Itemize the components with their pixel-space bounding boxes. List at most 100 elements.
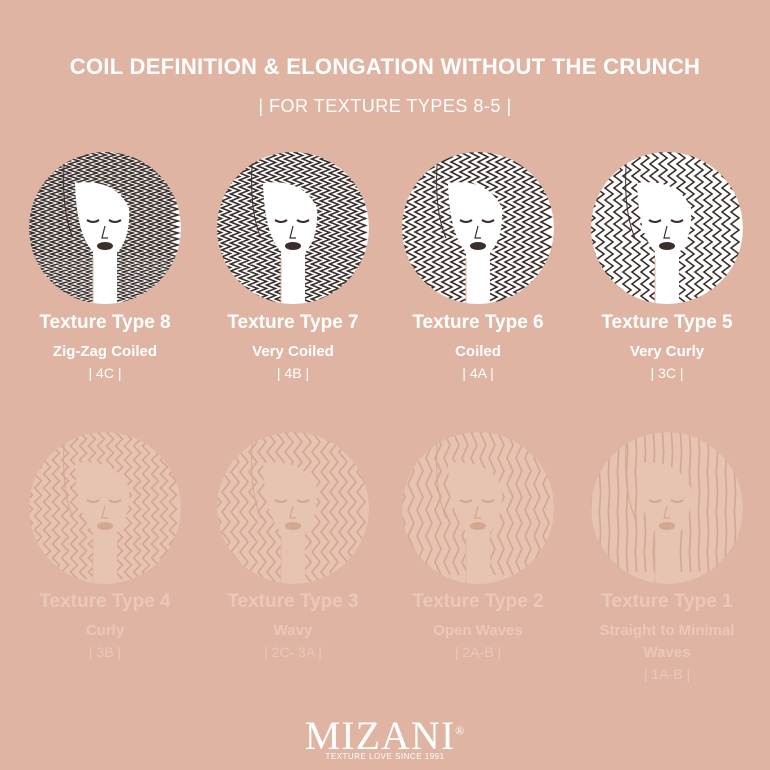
type-name: Texture Type 7 <box>227 312 359 333</box>
hair-strand <box>237 152 251 304</box>
portrait <box>217 152 369 304</box>
portrait <box>29 152 181 304</box>
eye <box>108 499 122 503</box>
hair-strand <box>129 152 145 303</box>
neck <box>655 248 679 304</box>
texture-label: Texture Type 1 Straight to Minimal Waves |… <box>572 591 762 682</box>
type-code: | 2A-B | <box>454 644 502 660</box>
logo: MIZANI® <box>0 712 770 759</box>
nose <box>663 225 670 239</box>
eye <box>296 499 310 503</box>
eye <box>459 219 473 223</box>
type-description: Wavy <box>273 622 313 639</box>
eye <box>648 219 662 223</box>
neck <box>93 248 117 304</box>
hair-strand <box>131 432 142 580</box>
hair-strand <box>66 152 82 303</box>
subtitle: | FOR TEXTURE TYPES 8-5 | <box>258 96 512 116</box>
neck <box>466 528 490 584</box>
portrait <box>591 152 743 304</box>
type-description: Coiled <box>455 343 501 360</box>
eye <box>274 219 288 223</box>
texture-label: Texture Type 7 Very Coiled | 4B | <box>198 312 388 381</box>
nose <box>289 505 296 519</box>
lips <box>285 242 301 250</box>
eye <box>459 499 473 503</box>
hair-strand <box>140 432 151 580</box>
hair-strand <box>733 432 737 573</box>
lips <box>659 522 675 530</box>
type-description: Curly <box>85 622 125 639</box>
face <box>448 182 503 260</box>
portrait <box>591 432 743 584</box>
eye <box>670 499 684 503</box>
face <box>263 462 318 540</box>
type-name: Texture Type 5 <box>601 312 733 333</box>
lips <box>97 522 113 530</box>
hair-strand <box>442 432 451 576</box>
type-name: Texture Type 4 <box>39 591 171 612</box>
lips <box>470 242 486 250</box>
neck <box>281 528 305 584</box>
hair-strand <box>57 152 73 303</box>
hair-strand <box>598 432 602 573</box>
eye <box>274 499 288 503</box>
type-name: Texture Type 1 <box>601 591 733 612</box>
eye <box>86 499 100 503</box>
hair-strand <box>68 432 79 580</box>
hair-strand <box>319 432 331 583</box>
type-name: Texture Type 6 <box>412 312 544 333</box>
hair-strand <box>431 152 445 303</box>
texture-label: Texture Type 4 Curly | 3B | <box>10 591 200 660</box>
type-description: Very Curly <box>629 343 705 360</box>
hair-strand <box>318 152 332 304</box>
type-code: | 4B | <box>276 365 310 381</box>
texture-label: Texture Type 8 Zig-Zag Coiled | 4C | <box>10 312 200 381</box>
hair-strand <box>496 432 505 576</box>
type-name: Texture Type 3 <box>227 591 359 612</box>
hair-strand <box>591 432 593 573</box>
type-description: Very Coiled <box>252 343 334 360</box>
hair-strand <box>217 152 224 304</box>
face <box>75 462 130 540</box>
face <box>75 182 130 260</box>
type-description: Straight to Minimal Waves <box>599 622 735 661</box>
eye <box>481 219 495 223</box>
neck <box>281 248 305 304</box>
neck <box>655 528 679 584</box>
eye <box>481 499 495 503</box>
eye <box>86 219 100 223</box>
hair-strand <box>433 432 442 576</box>
hair-strand <box>505 432 514 576</box>
portrait <box>29 432 181 584</box>
texture-label: Texture Type 5 Very Curly | 3C | <box>572 312 762 381</box>
eye <box>648 499 662 503</box>
eye <box>670 219 684 223</box>
nose <box>474 225 481 239</box>
hair-strand <box>336 152 350 304</box>
portrait <box>402 432 554 584</box>
nose <box>474 505 481 519</box>
face <box>263 182 318 260</box>
hair-strand <box>611 152 624 303</box>
type-name: Texture Type 2 <box>412 591 544 612</box>
hair-strand <box>629 152 642 303</box>
hair-strand <box>217 432 223 583</box>
hair-strand <box>48 152 64 303</box>
portrait <box>402 152 554 304</box>
nose <box>289 225 296 239</box>
texture-label: Texture Type 3 Wavy | 2C- 3A | <box>198 591 388 660</box>
hair-strand <box>503 152 517 303</box>
type-code: | 4A | <box>462 365 494 381</box>
lips <box>470 522 486 530</box>
hair-strand <box>309 152 323 304</box>
type-code: | 1A-B | <box>643 666 691 682</box>
portrait <box>217 432 369 584</box>
hair-strand <box>521 152 535 303</box>
hair-strand <box>402 152 409 303</box>
hair-strand <box>440 152 454 303</box>
hair-strand <box>255 152 269 304</box>
hair-strand <box>701 152 714 303</box>
